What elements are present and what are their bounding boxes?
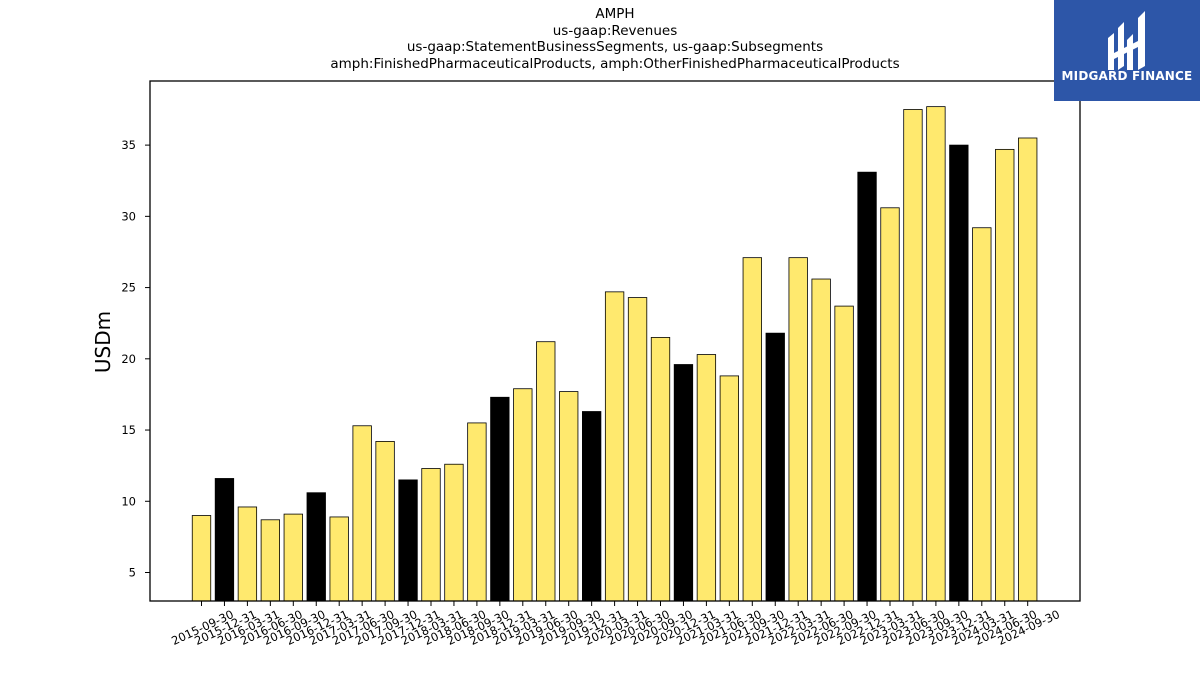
bar-2018-06-30 bbox=[444, 463, 464, 602]
bar-2023-09-30 bbox=[926, 106, 946, 602]
y-tick-label: 35 bbox=[121, 138, 136, 152]
bar-2016-06-30 bbox=[260, 519, 281, 602]
y-tick-label: 10 bbox=[121, 494, 136, 508]
chart-title: AMPH us-gaap:Revenues us-gaap:StatementB… bbox=[150, 6, 1080, 72]
bar-2024-03-31 bbox=[972, 227, 992, 602]
bar-2019-03-31 bbox=[513, 388, 533, 602]
bar-2022-03-31 bbox=[788, 257, 808, 602]
bar-2016-03-31 bbox=[237, 506, 258, 602]
bar-2023-06-30 bbox=[903, 109, 923, 602]
title-line-3: us-gaap:StatementBusinessSegments, us-ga… bbox=[406, 39, 824, 55]
bars-group bbox=[191, 106, 1038, 602]
title-line-1: AMPH bbox=[595, 6, 635, 22]
brand-logo: MIDGARD FINANCE bbox=[1054, 0, 1200, 101]
plot-frame bbox=[149, 80, 1081, 602]
bar-2019-09-30 bbox=[559, 391, 579, 602]
midgard-logo-icon bbox=[1108, 11, 1145, 70]
y-axis-label: USDm bbox=[91, 311, 115, 373]
y-tick-label: 20 bbox=[121, 352, 136, 366]
bar-2021-03-31 bbox=[696, 354, 717, 602]
bar-2024-06-30 bbox=[995, 148, 1015, 602]
bar-2017-03-31 bbox=[329, 516, 349, 602]
y-tick-label: 5 bbox=[129, 566, 136, 580]
title-line-2: us-gaap:Revenues bbox=[552, 22, 678, 39]
bar-2017-09-30 bbox=[375, 441, 395, 602]
bar-2017-12-31 bbox=[398, 479, 418, 602]
y-tick-label: 25 bbox=[121, 281, 136, 295]
bar-2019-12-31 bbox=[582, 411, 602, 602]
bar-2016-12-31 bbox=[306, 492, 326, 602]
x-axis: 2015-09-302015-12-312016-03-312016-06-30… bbox=[169, 601, 1062, 648]
bar-2017-06-30 bbox=[352, 425, 372, 602]
bar-2023-12-31 bbox=[949, 144, 969, 602]
bar-2020-09-30 bbox=[650, 337, 671, 602]
bar-2023-03-31 bbox=[880, 207, 900, 602]
bar-2018-12-31 bbox=[490, 396, 510, 602]
title-line-4: amph:FinishedPharmaceuticalProducts, amp… bbox=[330, 55, 900, 72]
y-axis: 5 10 15 20 25 30 35 bbox=[121, 138, 150, 580]
bar-2016-09-30 bbox=[283, 513, 303, 602]
bar-2015-12-31 bbox=[214, 478, 235, 602]
bar-2022-06-30 bbox=[811, 278, 831, 602]
bar-2022-12-31 bbox=[857, 171, 877, 602]
bar-2024-09-30 bbox=[1018, 137, 1038, 602]
bar-2019-06-30 bbox=[536, 341, 556, 602]
bar-2021-12-31 bbox=[765, 332, 785, 602]
bar-2022-09-30 bbox=[834, 305, 854, 602]
bar-2021-06-30 bbox=[719, 375, 739, 602]
bar-2018-03-31 bbox=[421, 468, 441, 602]
bar-2020-06-30 bbox=[627, 297, 648, 602]
bar-2021-09-30 bbox=[742, 257, 762, 602]
y-tick-label: 15 bbox=[121, 423, 136, 437]
logo-text: MIDGARD FINANCE bbox=[1061, 69, 1193, 83]
bar-2020-03-31 bbox=[604, 291, 625, 602]
bar-2018-09-30 bbox=[467, 422, 487, 602]
bar-2015-09-30 bbox=[191, 515, 212, 602]
bar-2020-12-31 bbox=[673, 364, 694, 602]
y-tick-label: 30 bbox=[121, 209, 136, 223]
